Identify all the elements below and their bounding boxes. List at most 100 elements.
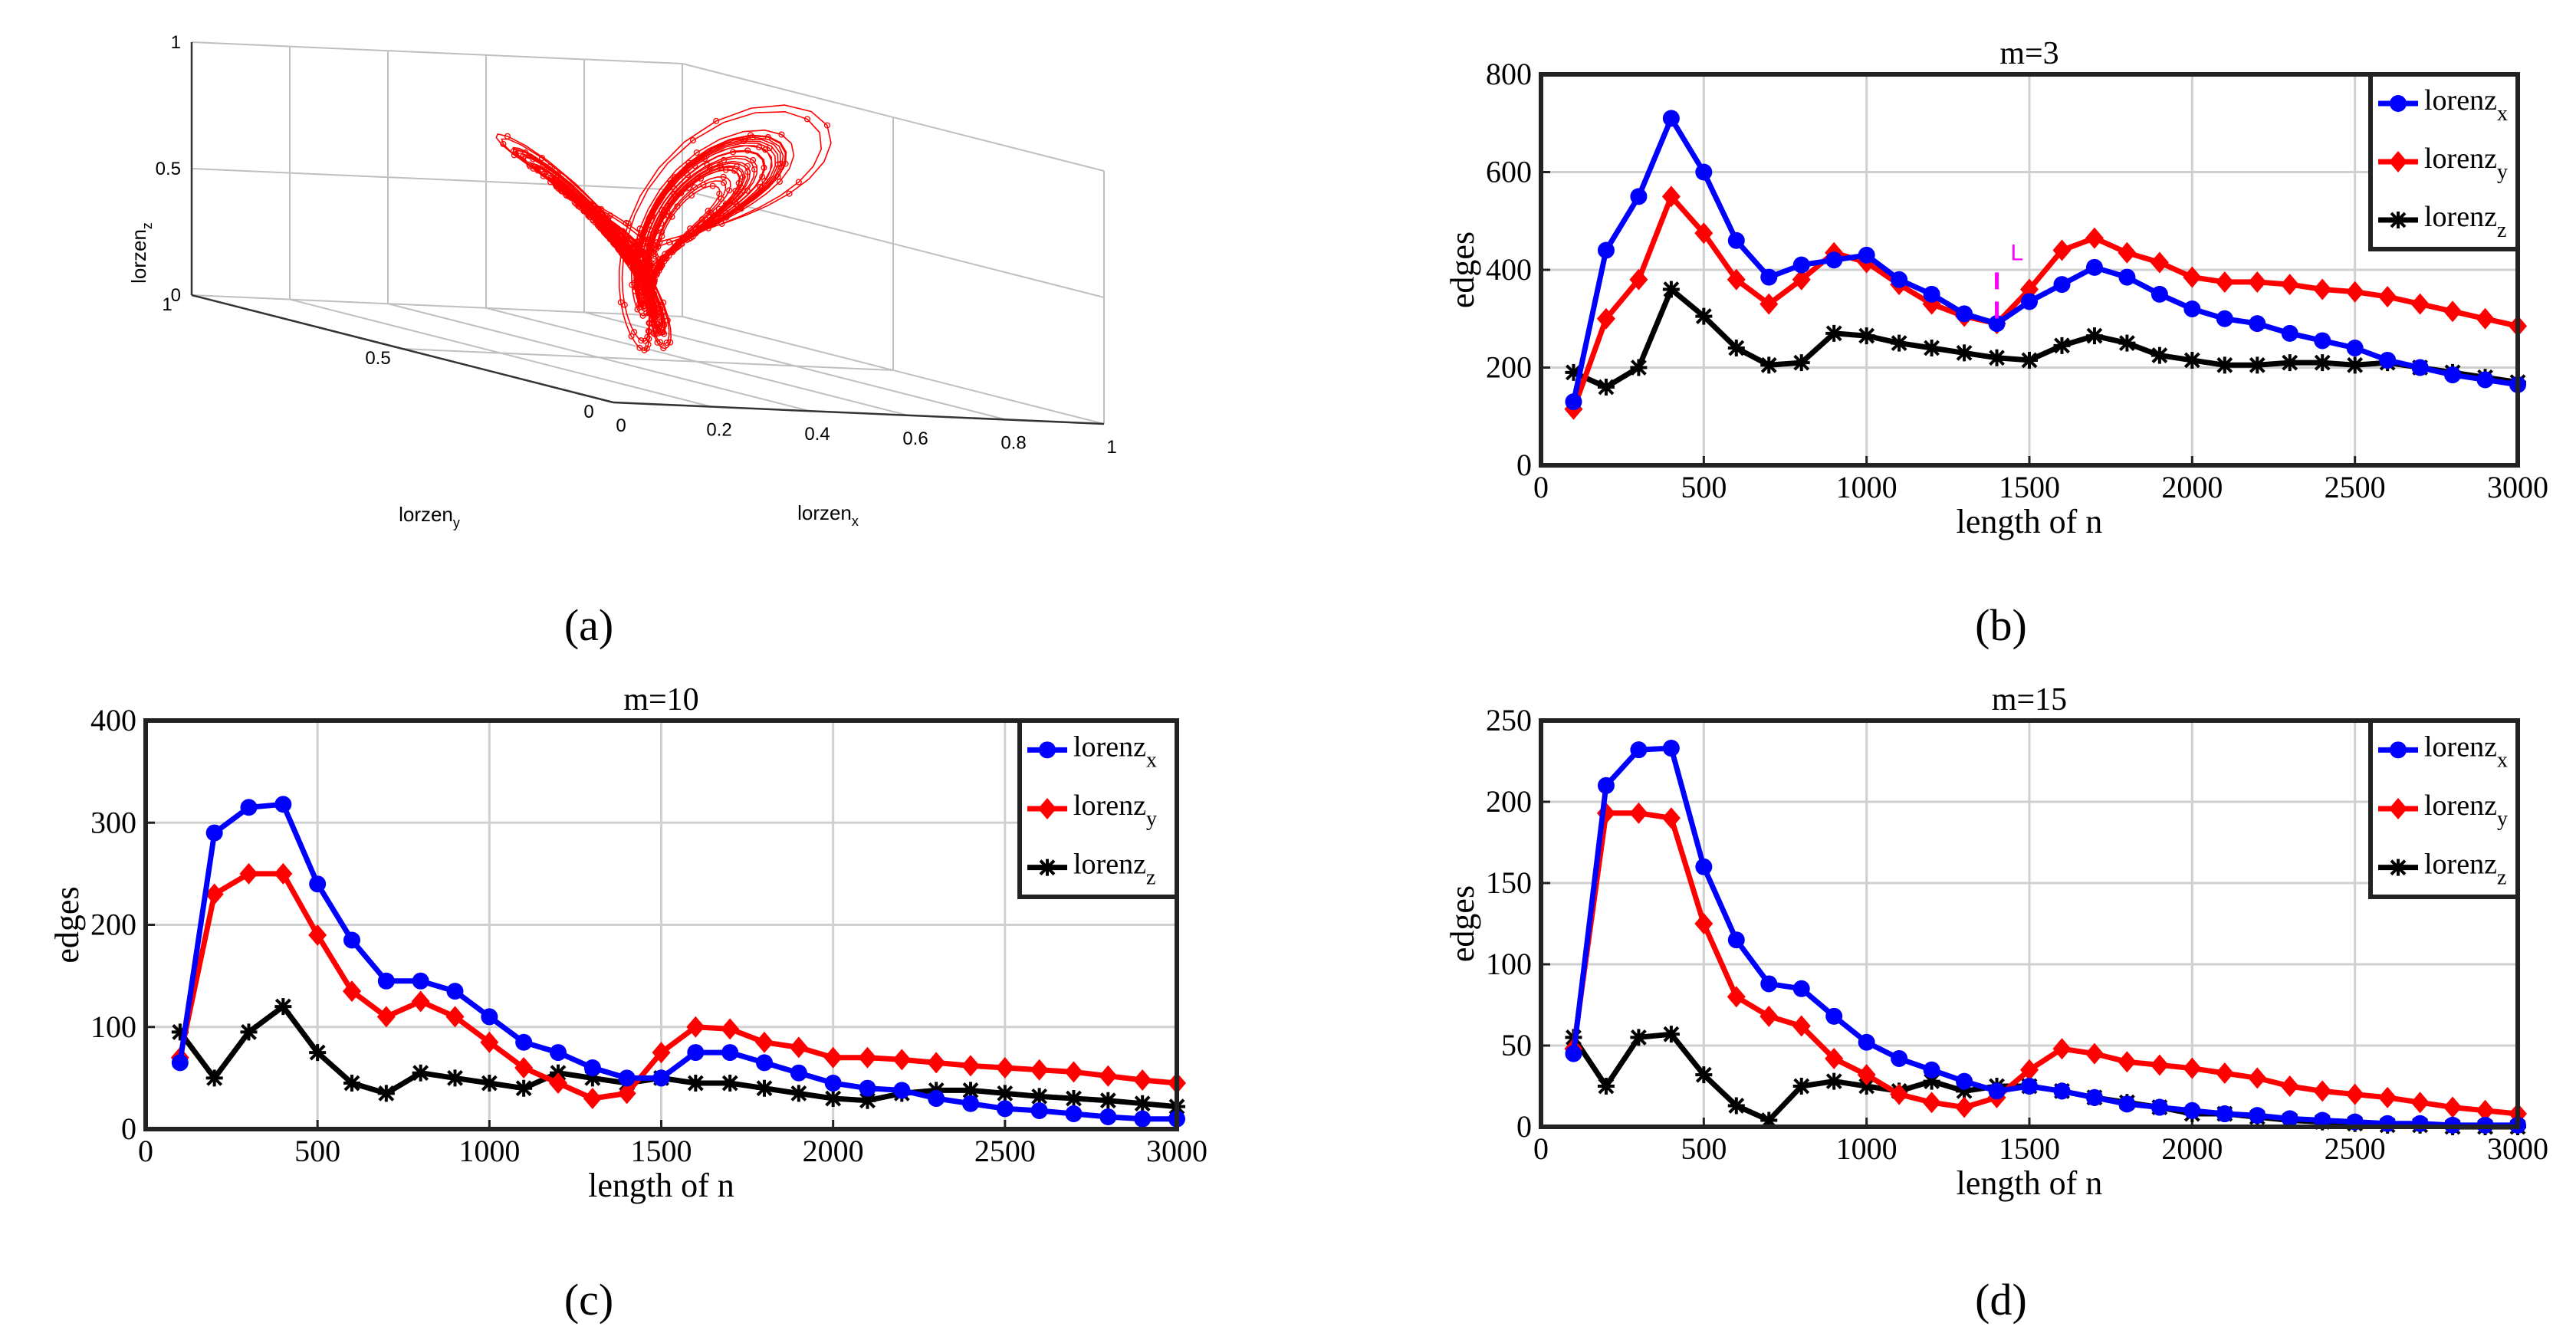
star-stroke [962, 1082, 979, 1099]
star-stroke [721, 1075, 739, 1092]
axis-line [191, 294, 614, 404]
y-tick-label: 1 [162, 294, 172, 315]
z-tick-label: 0 [171, 285, 181, 306]
diamond-marker [2476, 1099, 2495, 1121]
diamond-marker [1890, 1083, 1909, 1105]
diamond-marker [2052, 1038, 2072, 1060]
star-marker [377, 1085, 395, 1102]
circle-marker [1891, 271, 1908, 288]
circle-marker [2411, 1115, 2429, 1132]
trajectory-marker [688, 192, 695, 199]
trajectory-marker [651, 276, 658, 283]
axes-frame [1539, 72, 2520, 468]
circle-marker [928, 1090, 945, 1108]
trajectory-marker [761, 164, 767, 171]
trajectory-marker [618, 249, 625, 256]
circle-marker [1825, 251, 1843, 269]
y-tick-label: 100 [1486, 947, 1532, 981]
trajectory-marker [685, 231, 692, 238]
y-axis-label: edges [1444, 885, 1481, 962]
diamond-marker [721, 1018, 740, 1040]
trajectory-marker [700, 181, 707, 189]
diamond-marker [2378, 286, 2397, 308]
trajectory-marker [672, 173, 678, 181]
trajectory-marker [656, 323, 662, 330]
trajectory-marker [517, 153, 524, 159]
star-marker [2314, 354, 2331, 372]
trajectory-marker [659, 207, 665, 214]
trajectory-marker [709, 182, 716, 189]
star-stroke [2346, 356, 2364, 374]
trajectory-marker [636, 250, 644, 257]
trajectory-marker [638, 266, 645, 273]
circle-marker [721, 1044, 739, 1062]
trajectory-marker [654, 312, 661, 319]
circle-marker [1988, 315, 2006, 333]
trajectory-marker [737, 203, 744, 210]
circle-marker [1597, 776, 1615, 794]
trajectory-marker [571, 199, 578, 206]
star-stroke [1923, 340, 1940, 356]
star-stroke [1630, 359, 1648, 376]
star-stroke [1630, 1029, 1648, 1046]
trajectory-marker [756, 144, 763, 151]
x-tick-label: 1000 [1836, 470, 1898, 504]
annotation-label: L [2011, 240, 2024, 265]
circle-marker [1099, 1108, 1117, 1126]
axis-line [613, 401, 1105, 425]
circle-marker [343, 931, 360, 949]
x-tick-label: 2000 [2161, 1131, 2223, 1166]
circle-marker [996, 1100, 1014, 1118]
trajectory-marker [687, 225, 694, 232]
x-tick-label: 3000 [2487, 1131, 2548, 1166]
circle-marker [583, 1059, 601, 1077]
trajectory-marker [732, 187, 739, 195]
diamond-marker [755, 1031, 774, 1053]
circle-marker [1923, 285, 1940, 303]
trajectory-marker [611, 225, 618, 231]
x-tick-label: 0 [616, 415, 626, 436]
trajectory-marker [646, 335, 652, 343]
trajectory-marker [631, 329, 638, 336]
trajectory-marker [649, 291, 656, 298]
circle-marker [2118, 268, 2136, 286]
trajectory-marker [685, 184, 692, 191]
star-stroke [824, 1090, 842, 1108]
diamond-marker [1760, 1005, 1779, 1027]
circle-marker [550, 1044, 567, 1062]
star-marker [1662, 1026, 1680, 1043]
trajectory-marker [729, 149, 737, 156]
trajectory-marker [645, 327, 652, 334]
panel-label-c: (c) [564, 1275, 613, 1325]
trajectory-marker [642, 280, 649, 287]
circle-marker [687, 1044, 705, 1062]
circle-marker [618, 1069, 636, 1087]
star-stroke [2249, 356, 2266, 374]
trajectory-marker [512, 149, 519, 156]
trajectory-marker [600, 227, 607, 234]
circle-marker [1039, 741, 1056, 759]
circle-marker [2346, 340, 2364, 356]
diamond-marker [2443, 1096, 2463, 1118]
legend-label: lorenzy [1073, 790, 1157, 831]
trajectory-marker [685, 159, 692, 166]
diamond-marker [1629, 268, 1648, 291]
diamond-marker [789, 1036, 808, 1059]
circle-marker [1695, 163, 1713, 181]
star-stroke [1956, 1082, 1973, 1100]
star-stroke [171, 1023, 189, 1041]
series-lorenz-z [171, 998, 1185, 1115]
star-marker [1825, 1072, 1843, 1090]
circle-marker [2053, 1082, 2071, 1100]
trajectory-marker [713, 117, 720, 124]
trajectory-marker [636, 271, 643, 278]
panel-label-b: (b) [1975, 600, 2027, 650]
trajectory-marker [658, 220, 665, 227]
diamond-marker [1133, 1069, 1152, 1092]
circle-marker [2216, 310, 2233, 327]
star-stroke [1825, 1072, 1843, 1090]
star-marker [1597, 1078, 1615, 1095]
trajectory-marker [718, 195, 724, 202]
star-marker [2053, 337, 2071, 354]
circle-marker [2021, 293, 2038, 310]
